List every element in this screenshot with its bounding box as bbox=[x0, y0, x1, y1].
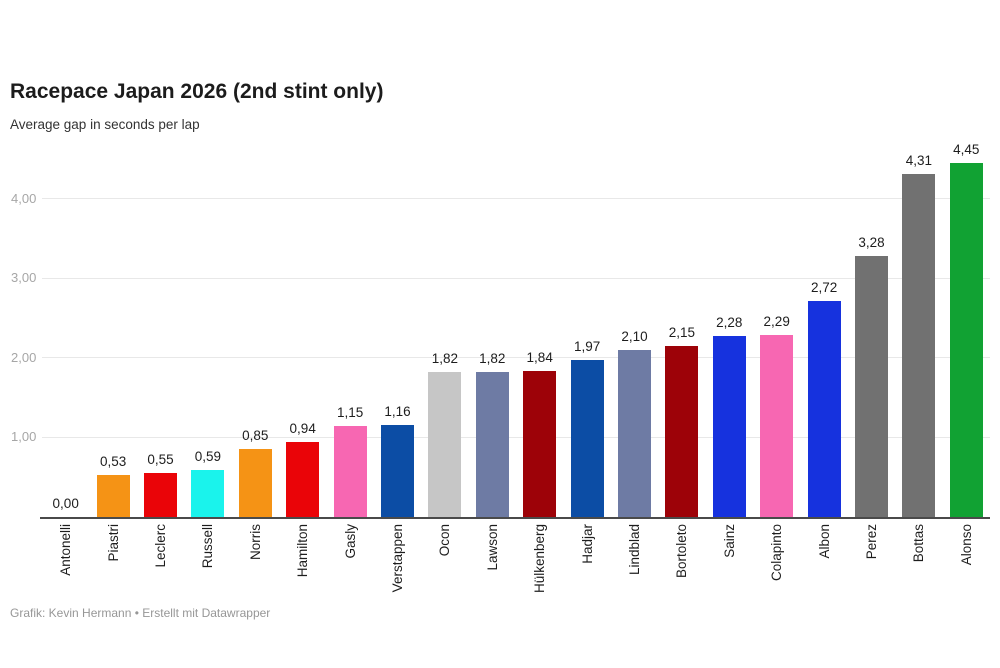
bar-value-label: 0,59 bbox=[194, 449, 222, 465]
x-axis-label: Piastri bbox=[105, 524, 121, 562]
bar-value-label: 1,97 bbox=[573, 339, 601, 355]
y-gridline bbox=[42, 277, 990, 279]
bar-hadjar bbox=[570, 360, 604, 517]
bar-value-label: 3,28 bbox=[858, 235, 885, 251]
bar-value-label: 1,82 bbox=[431, 351, 459, 367]
bar-colapinto bbox=[760, 334, 794, 517]
y-gridline bbox=[42, 436, 990, 438]
x-axis-label: Perez bbox=[864, 524, 879, 560]
y-axis-tick-label: 3,00 bbox=[11, 270, 37, 286]
x-axis-label: Hadjar bbox=[579, 524, 595, 564]
bar-value-label: 1,16 bbox=[384, 403, 411, 419]
x-axis-label: Russell bbox=[200, 524, 216, 569]
x-axis-label: Bortoleto bbox=[674, 524, 690, 579]
chart-credit: Grafik: Kevin Hermann • Erstellt mit Dat… bbox=[10, 606, 271, 620]
bar-value-label: 1,82 bbox=[479, 351, 506, 367]
bar-albon bbox=[807, 300, 841, 517]
chart-title: Racepace Japan 2026 (2nd stint only) bbox=[10, 80, 384, 103]
bar-value-label: 0,53 bbox=[99, 453, 127, 469]
bar-value-label: 1,84 bbox=[526, 349, 553, 365]
x-axis-label: Alonso bbox=[958, 524, 974, 566]
x-axis-label: Hamilton bbox=[295, 524, 311, 578]
bar-ocon bbox=[428, 372, 462, 517]
bar-value-label: 2,29 bbox=[763, 313, 790, 329]
bar-gasly bbox=[333, 425, 367, 517]
bar-hlkenberg bbox=[523, 370, 557, 517]
chart-subtitle: Average gap in seconds per lap bbox=[10, 117, 200, 132]
bar-bottas bbox=[902, 174, 936, 517]
bar-verstappen bbox=[381, 424, 414, 517]
bar-russell bbox=[191, 470, 225, 517]
x-axis-label: Bottas bbox=[911, 524, 927, 563]
bar-leclerc bbox=[144, 473, 177, 517]
x-axis-label: Antonelli bbox=[58, 524, 74, 576]
x-axis-label: Leclerc bbox=[153, 524, 168, 568]
y-axis-tick-label: 1,00 bbox=[11, 429, 37, 445]
bar-alonso bbox=[949, 163, 983, 517]
bar-perez bbox=[855, 256, 888, 517]
x-axis-label: Gasly bbox=[342, 524, 358, 559]
y-axis-tick-label: 2,00 bbox=[11, 349, 37, 365]
bar-sainz bbox=[712, 335, 746, 517]
bar-value-label: 0,00 bbox=[52, 496, 79, 511]
y-gridline bbox=[42, 198, 990, 200]
x-axis-label: Norris bbox=[247, 524, 263, 560]
bar-value-label: 2,10 bbox=[621, 328, 648, 344]
x-axis-label: Albon bbox=[816, 524, 832, 559]
bar-value-label: 1,15 bbox=[336, 404, 364, 420]
bar-hamilton bbox=[286, 442, 320, 517]
bar-value-label: 0,94 bbox=[289, 421, 316, 437]
y-axis-tick-label: 4,00 bbox=[11, 190, 37, 206]
x-axis-label: Hülkenberg bbox=[532, 524, 548, 594]
bar-bortoleto bbox=[665, 345, 699, 517]
bar-value-label: 2,15 bbox=[668, 324, 696, 340]
x-axis-label: Ocon bbox=[437, 524, 453, 557]
x-axis-label: Colapinto bbox=[769, 524, 785, 582]
bar-value-label: 0,85 bbox=[242, 428, 269, 444]
bar-piastri bbox=[96, 474, 130, 517]
x-axis-label: Sainz bbox=[721, 524, 737, 558]
y-gridline bbox=[42, 357, 990, 359]
bar-value-label: 2,72 bbox=[810, 279, 838, 295]
x-axis-label: Lindblad bbox=[627, 524, 642, 576]
bar-value-label: 2,28 bbox=[716, 314, 743, 330]
bar-norris bbox=[238, 449, 272, 517]
x-axis-line bbox=[40, 517, 990, 519]
bar-lawson bbox=[475, 372, 509, 517]
bar-value-label: 4,45 bbox=[953, 142, 980, 157]
x-axis-label: Lawson bbox=[484, 524, 500, 571]
bar-lindblad bbox=[618, 349, 651, 517]
x-axis-label: Verstappen bbox=[390, 524, 405, 593]
bar-value-label: 4,31 bbox=[905, 153, 933, 169]
bar-value-label: 0,55 bbox=[147, 452, 174, 468]
